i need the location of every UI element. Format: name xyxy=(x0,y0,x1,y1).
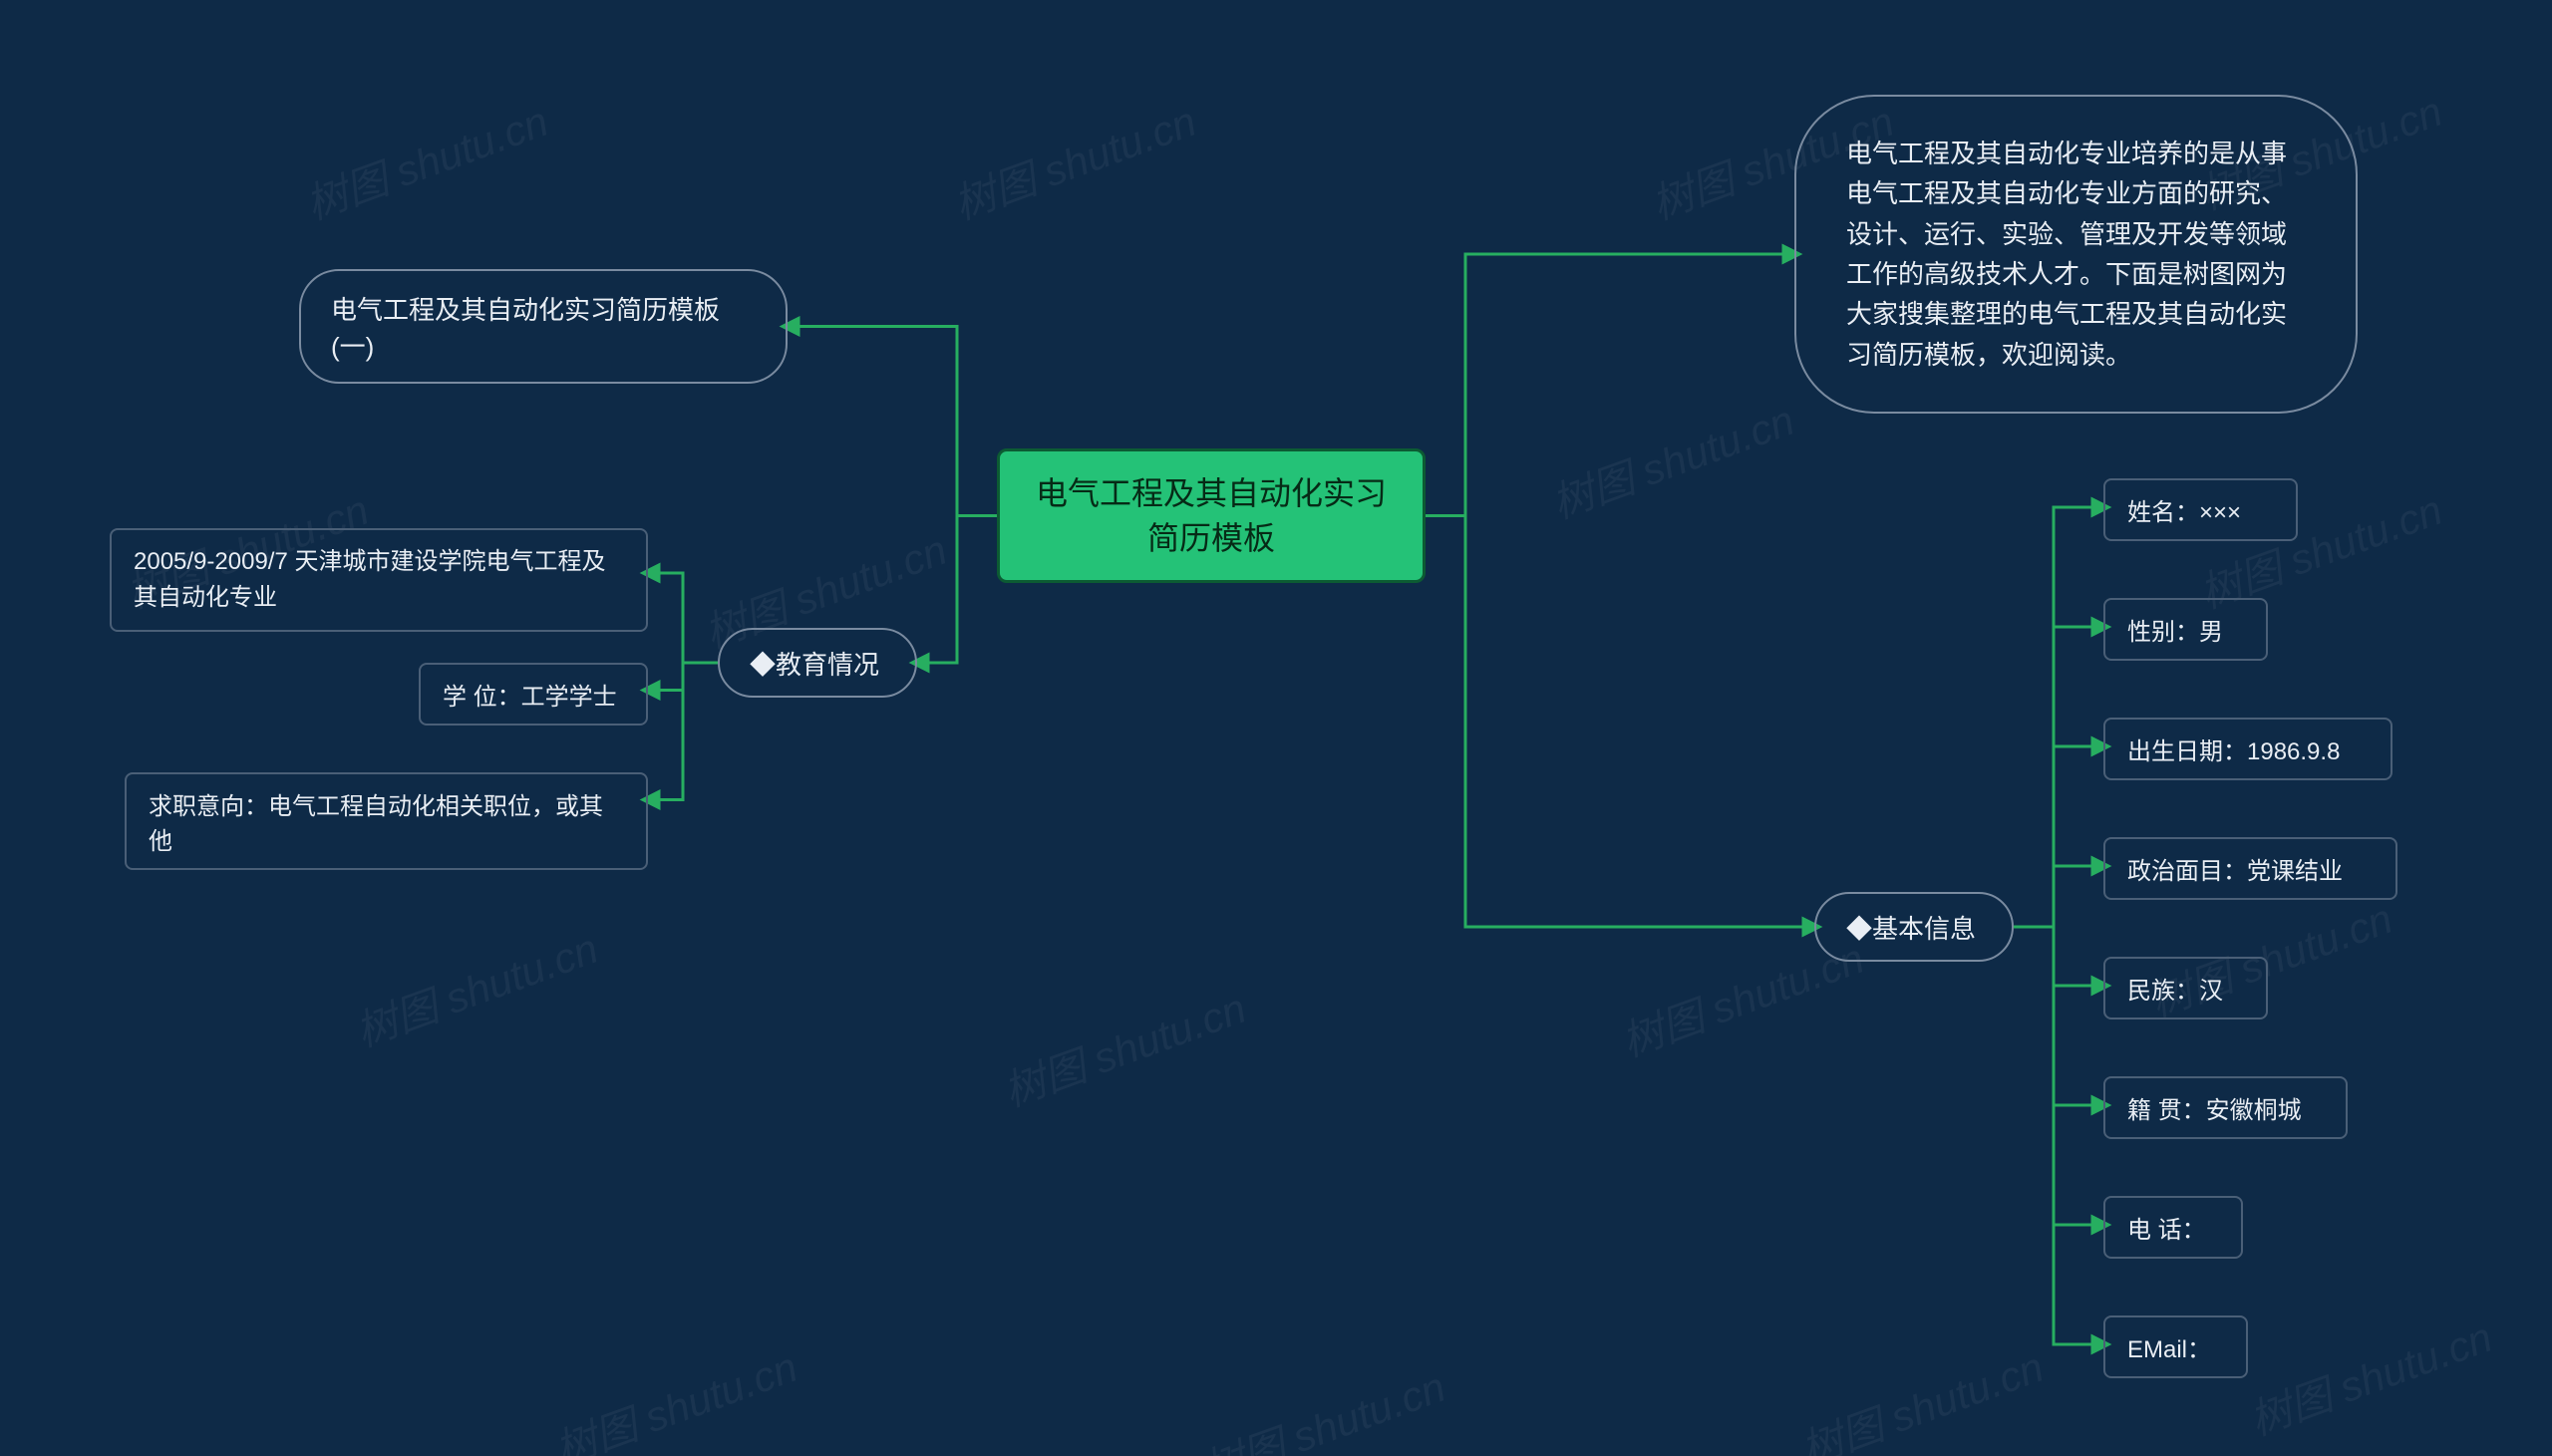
watermark: 树图 shutu.cn xyxy=(1542,387,1801,530)
leaf-phone[interactable]: 电 话： xyxy=(2103,1196,2243,1259)
leaf-email-label: EMail： xyxy=(2127,1329,2224,1364)
edu-period[interactable]: 2005/9-2009/7 天津城市建设学院电气工程及其自动化专业 xyxy=(110,528,648,632)
watermark: 树图 shutu.cn xyxy=(346,915,605,1058)
leaf-email[interactable]: EMail： xyxy=(2103,1315,2248,1378)
central-topic[interactable]: 电气工程及其自动化实习简历模板 xyxy=(997,448,1426,583)
watermark: 树图 shutu.cn xyxy=(1193,1353,1452,1456)
edu-degree-label: 学 位：工学学士 xyxy=(443,677,624,712)
leaf-native-label: 籍 贯：安徽桐城 xyxy=(2127,1090,2324,1125)
intro[interactable]: 电气工程及其自动化专业培养的是从事电气工程及其自动化专业方面的研究、设计、运行、… xyxy=(1794,95,2358,414)
watermark: 树图 shutu.cn xyxy=(994,975,1253,1118)
leaf-native[interactable]: 籍 贯：安徽桐城 xyxy=(2103,1076,2348,1139)
basic-info-label: ◆基本信息 xyxy=(1846,909,1982,946)
watermark: 树图 shutu.cn xyxy=(2240,1304,2499,1447)
leaf-phone-label: 电 话： xyxy=(2127,1210,2219,1245)
leaf-gender[interactable]: 性别：男 xyxy=(2103,598,2268,661)
leaf-polit[interactable]: 政治面目：党课结业 xyxy=(2103,837,2397,900)
leaf-dob[interactable]: 出生日期：1986.9.8 xyxy=(2103,718,2392,780)
edu-degree[interactable]: 学 位：工学学士 xyxy=(419,663,648,726)
leaf-ethnic[interactable]: 民族：汉 xyxy=(2103,957,2268,1019)
education-label: ◆教育情况 xyxy=(750,645,885,682)
watermark: 树图 shutu.cn xyxy=(545,1333,804,1456)
watermark: 树图 shutu.cn xyxy=(1791,1333,2051,1456)
education[interactable]: ◆教育情况 xyxy=(718,628,917,698)
mindmap-canvas: 树图 shutu.cn 树图 shutu.cn 树图 shutu.cn 树图 shut… xyxy=(0,0,2552,1456)
leaf-name-label: 姓名：××× xyxy=(2127,492,2274,527)
template-one-label: 电气工程及其自动化实习简历模板(一) xyxy=(331,290,756,364)
edu-intention[interactable]: 求职意向：电气工程自动化相关职位，或其他 xyxy=(125,772,648,870)
watermark: 树图 shutu.cn xyxy=(944,88,1203,231)
leaf-name[interactable]: 姓名：××× xyxy=(2103,478,2298,541)
edu-period-label: 2005/9-2009/7 天津城市建设学院电气工程及其自动化专业 xyxy=(134,544,624,616)
central-topic-label: 电气工程及其自动化实习简历模板 xyxy=(1028,471,1395,561)
leaf-dob-label: 出生日期：1986.9.8 xyxy=(2127,731,2369,766)
leaf-gender-label: 性别：男 xyxy=(2127,612,2244,647)
edu-intention-label: 求职意向：电气工程自动化相关职位，或其他 xyxy=(149,786,624,856)
leaf-polit-label: 政治面目：党课结业 xyxy=(2127,851,2374,886)
intro-label: 电气工程及其自动化专业培养的是从事电气工程及其自动化专业方面的研究、设计、运行、… xyxy=(1846,134,2306,375)
template-one[interactable]: 电气工程及其自动化实习简历模板(一) xyxy=(299,269,788,384)
watermark: 树图 shutu.cn xyxy=(296,88,555,231)
leaf-ethnic-label: 民族：汉 xyxy=(2127,971,2244,1006)
basic-info[interactable]: ◆基本信息 xyxy=(1814,892,2014,962)
